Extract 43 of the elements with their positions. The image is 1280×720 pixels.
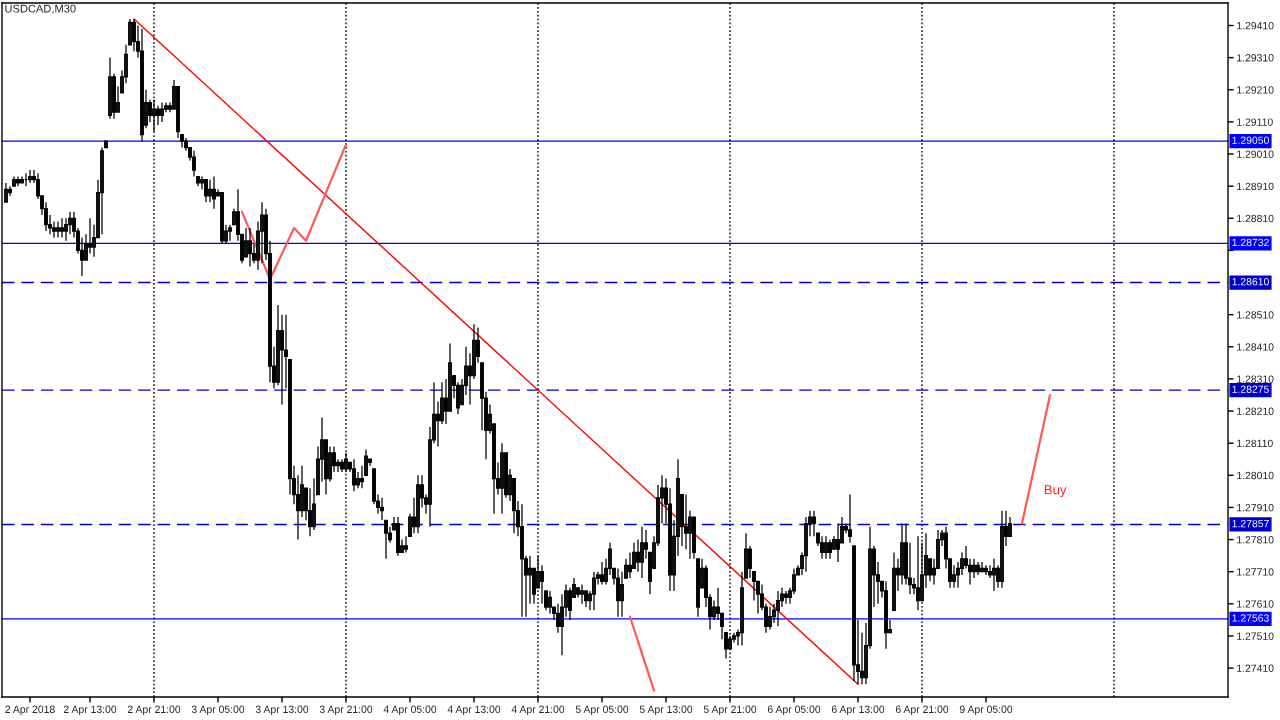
x-tick-label: 6 Apr 21:00	[895, 705, 949, 716]
x-tick-label: 2 Apr 21:00	[127, 705, 181, 716]
x-tick-label: 5 Apr 13:00	[639, 705, 693, 716]
annotation: Buy	[1044, 485, 1067, 498]
y-tick-label: 1.27810	[1237, 536, 1274, 544]
ref-line-label: 1.29050	[1232, 136, 1269, 144]
y-tick-label: 1.28810	[1237, 214, 1274, 223]
x-tick-label: 3 Apr 05:00	[191, 705, 245, 716]
x-tick-label: 5 Apr 05:00	[575, 705, 629, 716]
x-tick-label: 2 Apr 2018	[5, 705, 55, 716]
y-tick-label: 1.29010	[1237, 150, 1274, 158]
x-tick-label: 6 Apr 05:00	[767, 705, 821, 716]
x-tick-label: 4 Apr 21:00	[511, 705, 565, 716]
ref-line-label: 1.27563	[1232, 614, 1269, 622]
y-tick-label: 1.27910	[1237, 503, 1274, 512]
y-tick-label: 1.27610	[1237, 600, 1274, 608]
y-tick-label: 1.28110	[1237, 439, 1273, 448]
y-tick-label: 1.29110	[1237, 118, 1273, 126]
y-tick-label: 1.27710	[1237, 568, 1274, 576]
y-tick-label: 1.29410	[1237, 21, 1274, 30]
y-tick-label: 1.28310	[1237, 375, 1274, 383]
x-tick-label: 6 Apr 13:00	[831, 705, 885, 716]
x-tick-label: 3 Apr 13:00	[255, 705, 309, 716]
ref-line-label: 1.28732	[1232, 238, 1269, 247]
x-tick-label: 4 Apr 05:00	[383, 705, 437, 716]
ref-line-label: 1.27857	[1232, 519, 1269, 528]
ref-line-label: 1.28275	[1232, 385, 1269, 393]
ref-line-label: 1.28610	[1232, 277, 1269, 286]
x-tick-label: 2 Apr 13:00	[63, 705, 117, 716]
y-tick-label: 1.28210	[1237, 407, 1274, 415]
x-tick-label: 5 Apr 21:00	[703, 705, 757, 716]
y-tick-label: 1.28410	[1237, 343, 1274, 351]
x-tick-label: 4 Apr 13:00	[447, 705, 501, 716]
y-tick-label: 1.29310	[1237, 54, 1274, 62]
y-tick-label: 1.29210	[1237, 86, 1274, 94]
y-tick-label: 1.28010	[1237, 471, 1274, 480]
x-tick-label: 9 Apr 05:00	[959, 705, 1013, 716]
y-tick-label: 1.28910	[1237, 182, 1274, 191]
x-tick-label: 3 Apr 21:00	[319, 705, 373, 716]
y-tick-label: 1.27410	[1237, 664, 1274, 672]
y-tick-label: 1.28510	[1237, 311, 1274, 319]
y-tick-label: 1.27510	[1237, 632, 1274, 640]
chart-title: USDCAD,M30	[5, 4, 76, 14]
